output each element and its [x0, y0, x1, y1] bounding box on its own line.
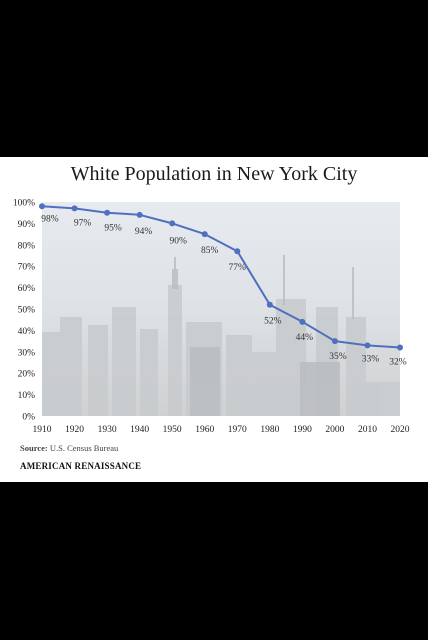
data-label: 90% [169, 236, 187, 246]
data-point [266, 301, 273, 308]
y-tick-label: 60% [18, 284, 36, 294]
source-label: Source: [20, 443, 48, 453]
data-label: 94% [135, 227, 153, 237]
x-tick-label: 1910 [33, 425, 52, 435]
y-tick-label: 40% [18, 327, 36, 337]
chart-card: 0% 10% 20% 30% 40% 50% 60% 70% 80% 90% 100% 1910 19… [0, 157, 428, 482]
y-tick-label: 30% [18, 348, 36, 358]
x-tick-label: 1940 [130, 425, 149, 435]
x-tick-label: 1920 [65, 425, 84, 435]
y-tick-label: 0% [22, 413, 35, 423]
data-point [331, 338, 338, 345]
data-point [39, 203, 45, 210]
data-label: 77% [229, 263, 247, 273]
data-point [104, 209, 111, 216]
y-tick-label: 80% [18, 241, 36, 251]
x-tick-label: 2020 [391, 425, 410, 435]
data-point [169, 220, 176, 227]
data-label: 98% [41, 214, 59, 224]
data-label: 85% [201, 246, 219, 256]
series-line [41, 205, 401, 349]
x-tick-label: 1990 [293, 425, 312, 435]
y-tick-label: 50% [18, 306, 36, 316]
y-tick-label: 10% [18, 391, 36, 401]
y-tick-label: 70% [18, 263, 36, 273]
data-label: 95% [104, 224, 122, 234]
brand-logo-text: AMERICAN RENAISSANCE [20, 461, 142, 471]
y-tick-label: 90% [18, 220, 36, 230]
data-point [234, 248, 241, 255]
x-tick-label: 1950 [163, 425, 182, 435]
line-chart: 0% 10% 20% 30% 40% 50% 60% 70% 80% 90% 100% 1910 19… [13, 199, 410, 436]
data-label: 35% [329, 352, 347, 362]
x-tick-label: 1930 [98, 425, 117, 435]
x-tick-label: 2000 [325, 425, 344, 435]
y-tick-label: 100% [13, 199, 35, 209]
source-text: U.S. Census Bureau [49, 443, 119, 453]
data-point [136, 211, 143, 218]
skyline-background [42, 202, 400, 416]
source-note: Source: U.S. Census Bureau [20, 443, 118, 453]
data-point [71, 205, 78, 212]
y-tick-label: 20% [18, 370, 36, 380]
data-label: 44% [296, 333, 314, 343]
x-tick-label: 1980 [260, 425, 279, 435]
x-tick-label: 2010 [358, 425, 377, 435]
chart-title: White Population in New York City [70, 163, 358, 185]
data-point [201, 231, 208, 238]
data-point [397, 344, 403, 351]
x-tick-label: 1970 [228, 425, 247, 435]
data-label: 97% [74, 218, 92, 228]
data-label: 33% [362, 354, 380, 364]
x-tick-label: 1960 [195, 425, 214, 435]
data-label: 32% [389, 358, 407, 368]
data-point [299, 318, 306, 325]
data-label: 52% [264, 317, 282, 327]
data-point [364, 342, 371, 349]
